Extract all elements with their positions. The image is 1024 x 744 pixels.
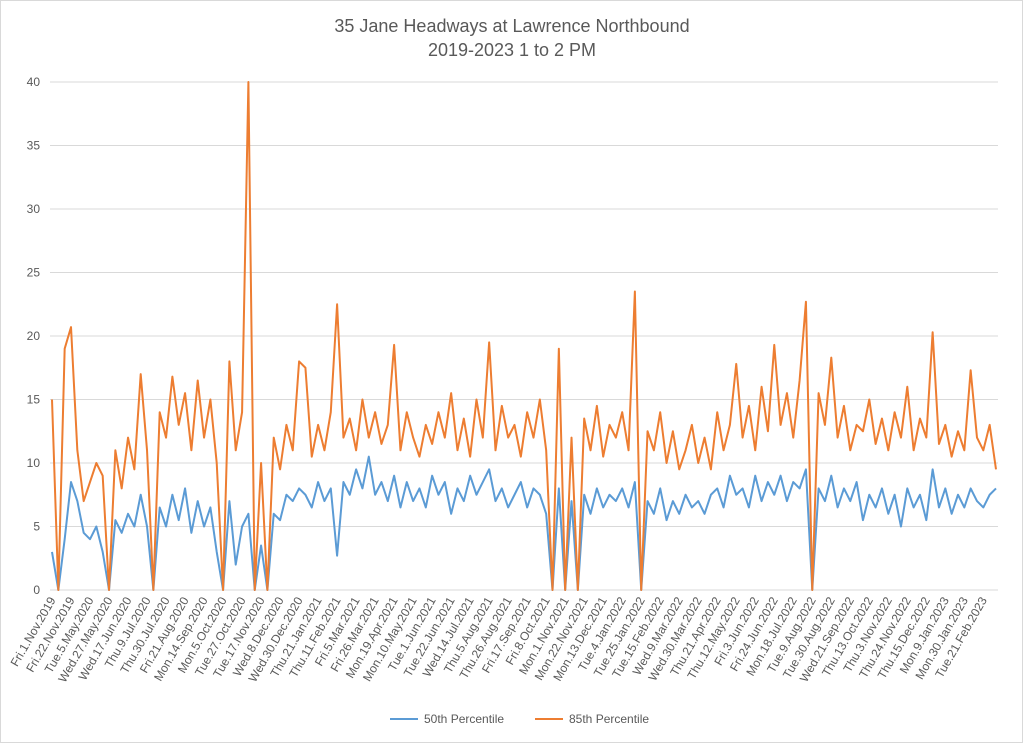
y-tick-label: 35 <box>27 139 41 153</box>
y-tick-label: 40 <box>27 75 41 89</box>
chart-title: 35 Jane Headways at Lawrence Northbound <box>334 16 689 36</box>
y-tick-label: 20 <box>27 329 41 343</box>
y-tick-label: 30 <box>27 202 41 216</box>
series-line <box>51 455 997 591</box>
y-tick-label: 5 <box>33 520 40 534</box>
y-tick-label: 15 <box>27 393 41 407</box>
legend-label: 85th Percentile <box>569 712 649 726</box>
chart-subtitle: 2019-2023 1 to 2 PM <box>428 40 596 60</box>
y-tick-label: 0 <box>33 583 40 597</box>
y-tick-label: 10 <box>27 456 41 470</box>
y-tick-label: 25 <box>27 266 41 280</box>
legend-label: 50th Percentile <box>424 712 504 726</box>
series-line <box>51 81 997 591</box>
